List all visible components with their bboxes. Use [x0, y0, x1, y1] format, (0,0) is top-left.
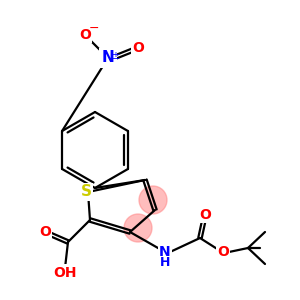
- Text: N: N: [102, 50, 114, 65]
- Text: −: −: [89, 22, 99, 34]
- Circle shape: [124, 214, 152, 242]
- Text: O: O: [132, 41, 144, 55]
- Text: O: O: [39, 225, 51, 239]
- Text: S: S: [80, 184, 92, 200]
- Text: O: O: [199, 208, 211, 222]
- Text: O: O: [217, 245, 229, 259]
- Text: ±: ±: [111, 51, 119, 61]
- Text: OH: OH: [53, 266, 77, 280]
- Circle shape: [139, 186, 167, 214]
- Text: N: N: [159, 245, 171, 259]
- Text: H: H: [160, 256, 170, 269]
- Text: O: O: [79, 28, 91, 42]
